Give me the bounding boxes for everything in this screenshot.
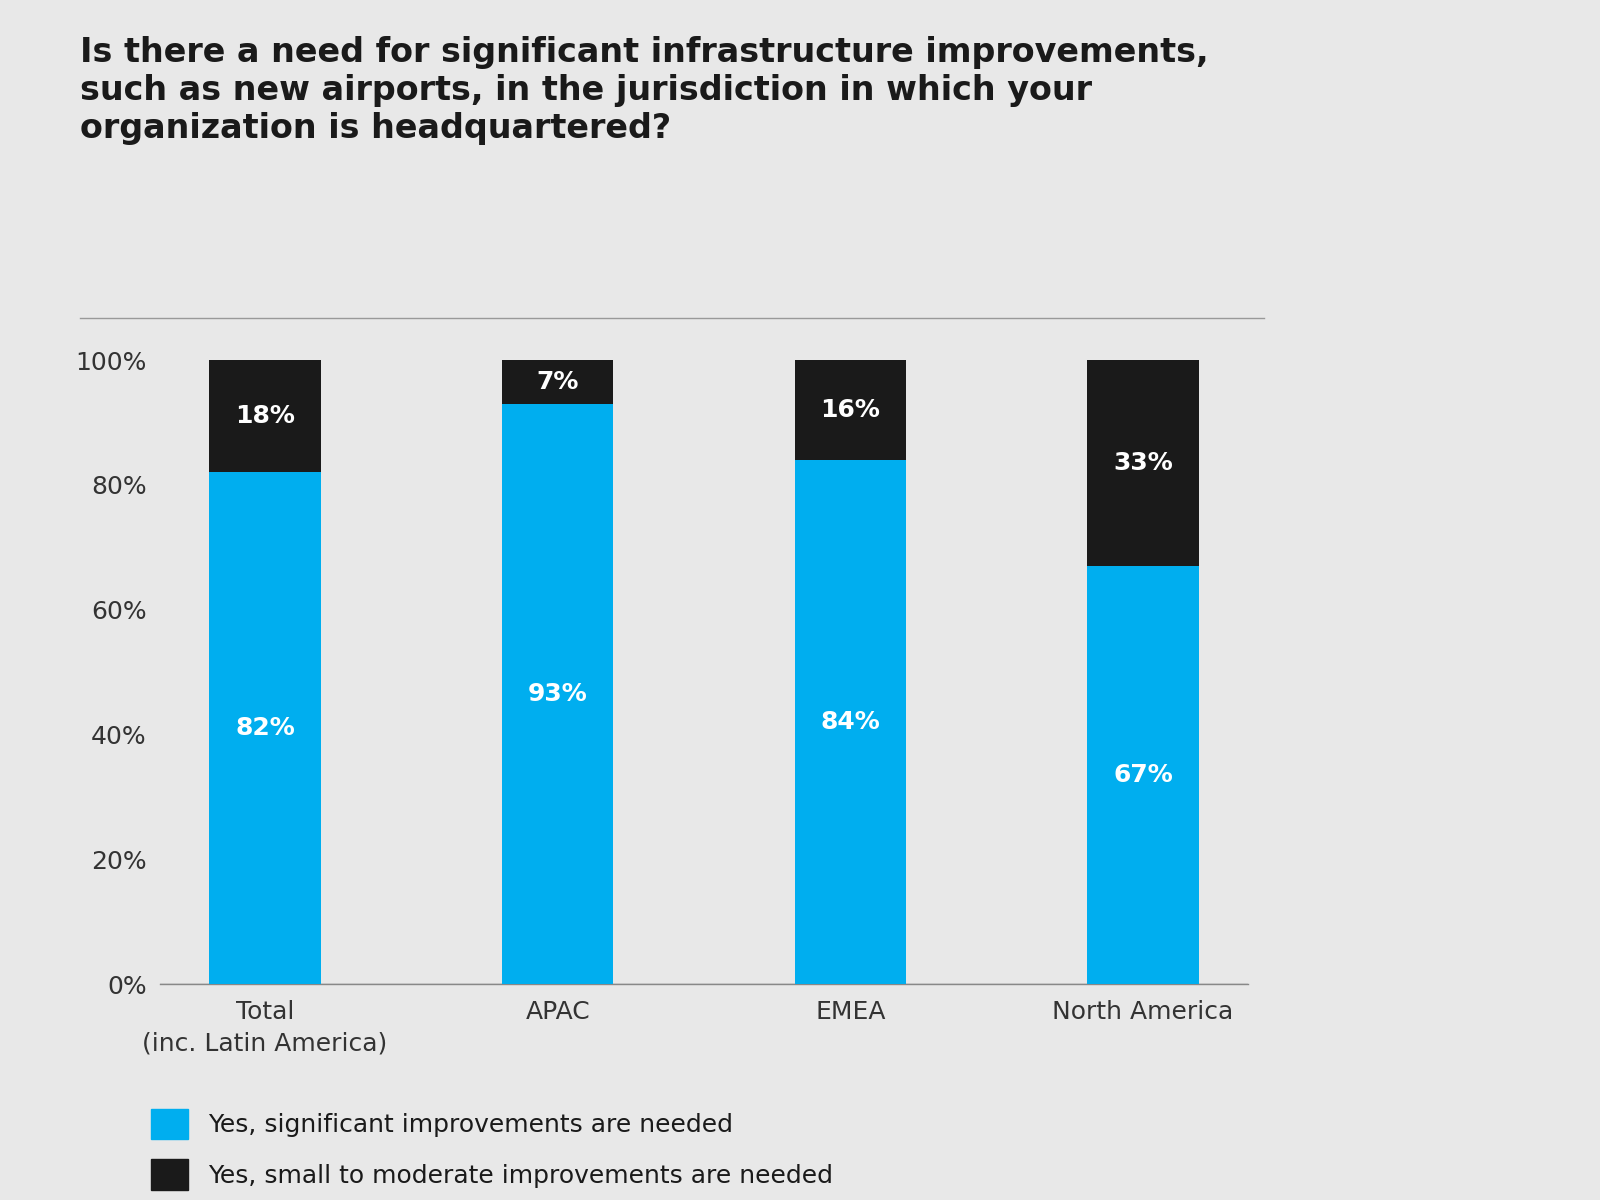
Bar [502, 360, 613, 403]
Bar [502, 403, 613, 984]
Text: 67%: 67% [1114, 763, 1173, 787]
Text: 93%: 93% [528, 682, 587, 706]
Text: 18%: 18% [235, 404, 294, 428]
Legend: Yes, significant improvements are needed, Yes, small to moderate improvements ar: Yes, significant improvements are needed… [150, 1109, 834, 1190]
Text: Is there a need for significant infrastructure improvements,
such as new airport: Is there a need for significant infrastr… [80, 36, 1208, 145]
Text: 33%: 33% [1114, 451, 1173, 475]
Bar [210, 360, 320, 473]
Text: 82%: 82% [235, 716, 294, 740]
Bar [795, 360, 906, 460]
Text: 84%: 84% [821, 710, 880, 734]
Bar [210, 473, 320, 984]
Text: 7%: 7% [536, 370, 579, 394]
Text: 16%: 16% [821, 398, 880, 422]
Bar [1088, 566, 1198, 984]
Bar [1088, 360, 1198, 566]
Bar [795, 460, 906, 984]
